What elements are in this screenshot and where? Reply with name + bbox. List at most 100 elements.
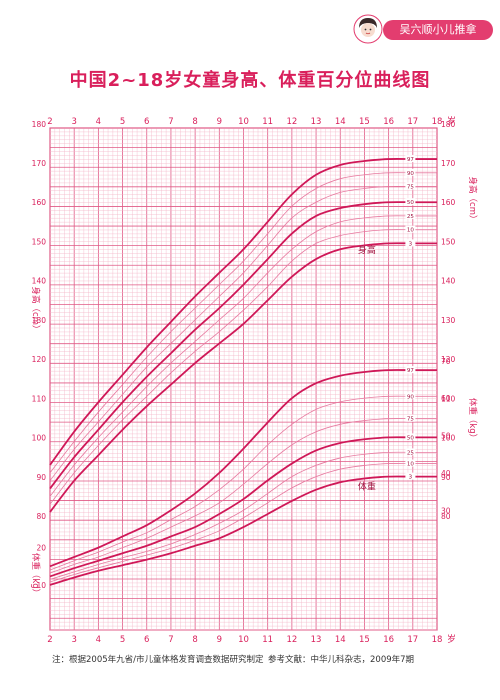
weight-curve-label: 体重 [358, 481, 376, 493]
height-label-bg [405, 239, 416, 247]
height-tick-label-left: 140 [32, 277, 47, 286]
height-curve-label: 身高 [358, 244, 376, 256]
x-tick-label-bottom: 17 [407, 635, 418, 645]
height-series-p75 [49, 185, 437, 481]
height-tick-label-right: 170 [441, 159, 456, 168]
x-tick-label-bottom: 15 [359, 635, 370, 645]
height-percentile-label-10: 10 [407, 228, 414, 234]
weight-label-bg [405, 414, 416, 422]
x-tick-label-bottom: 10 [238, 635, 249, 645]
x-tick-label-top: 14 [335, 117, 346, 127]
weight-tick-label-right: 50 [441, 432, 451, 441]
height-percentile-label-50: 50 [407, 200, 414, 206]
x-unit-bottom: 岁 [447, 633, 456, 645]
height-percentile-label-25: 25 [407, 214, 414, 220]
x-tick-label-bottom: 18 [432, 635, 443, 645]
height-series-p90 [49, 172, 437, 474]
height-percentile-label-90: 90 [407, 171, 414, 177]
height-series-p10 [49, 229, 437, 505]
height-tick-label-right: 160 [441, 198, 456, 207]
height-axis-label-left: 身高（cm） [30, 287, 41, 334]
height-tick-label-right: 100 [441, 434, 456, 443]
x-tick-label-top: 5 [120, 117, 125, 127]
height-tick-label-left: 170 [32, 159, 47, 168]
weight-series-p75 [49, 418, 437, 574]
height-tick-label-left: 150 [32, 237, 47, 246]
height-tick-label-left: 120 [32, 355, 47, 364]
height-tick-label-right: 90 [441, 473, 451, 482]
x-tick-label-bottom: 8 [192, 635, 197, 645]
height-tick-label-left: 110 [32, 394, 47, 403]
height-percentile-label-3: 3 [409, 241, 413, 247]
height-label-bg [405, 211, 416, 219]
weight-series-p90 [49, 395, 437, 571]
weight-label-bg [405, 433, 416, 441]
x-tick-label-top: 16 [383, 117, 394, 127]
height-tick-label-right: 80 [441, 512, 451, 521]
weight-series-p50 [49, 436, 437, 578]
x-tick-label-bottom: 5 [120, 635, 125, 645]
avatar-icon [353, 14, 383, 44]
x-tick-label-bottom: 12 [286, 635, 297, 645]
weight-tick-label-right: 30 [441, 506, 451, 515]
height-tick-label-right: 120 [441, 355, 456, 364]
x-tick-label-bottom: 7 [168, 635, 173, 645]
footer-note: 注：根据2005年九省/市儿童体格发育调查数据研究制定 [52, 655, 264, 665]
height-tick-label-right: 140 [441, 277, 456, 286]
height-curves [49, 155, 437, 513]
weight-axis-label-left: 体重（kg） [30, 553, 41, 597]
height-percentile-label-97: 97 [407, 157, 414, 163]
weight-percentile-label-10: 10 [407, 462, 414, 468]
height-tick-label-left: 90 [36, 473, 46, 482]
x-tick-label-bottom: 9 [217, 635, 222, 645]
weight-percentile-label-90: 90 [407, 394, 414, 400]
x-tick-label-top: 10 [238, 117, 249, 127]
footer-reference: 参考文献：中华儿科杂志，2009年7期 [268, 655, 415, 665]
height-percentile-label-75: 75 [407, 185, 414, 191]
height-tick-label-left: 160 [32, 198, 47, 207]
x-tick-label-bottom: 3 [71, 635, 76, 645]
x-tick-label-top: 12 [286, 117, 297, 127]
x-tick-label-bottom: 11 [262, 635, 273, 645]
height-tick-label-right: 110 [441, 394, 456, 403]
x-unit-top: 岁 [447, 115, 456, 127]
chart-grid [49, 127, 438, 631]
x-tick-label-top: 15 [359, 117, 370, 127]
height-tick-label-left: 130 [32, 316, 47, 325]
weight-series-p10 [49, 463, 437, 583]
brand-badge-text: 吴六顺小儿推拿 [383, 20, 493, 40]
height-series-p97 [49, 158, 437, 466]
weight-percentile-label-75: 75 [407, 417, 414, 423]
height-label-bg [405, 168, 416, 176]
weight-tick-label-left: 10 [36, 581, 46, 590]
x-tick-label-top: 8 [192, 117, 197, 127]
weight-tick-label-right: 60 [441, 394, 451, 403]
height-label-bg [405, 182, 416, 190]
x-tick-label-top: 7 [168, 117, 173, 127]
weight-percentile-label-50: 50 [407, 435, 414, 441]
x-tick-label-bottom: 16 [383, 635, 394, 645]
weight-axis-label-right: 体重（kg） [467, 398, 478, 442]
weight-percentile-label-3: 3 [409, 475, 413, 481]
weight-tick-label-left: 20 [36, 544, 46, 553]
x-tick-label-top: 3 [71, 117, 76, 127]
weight-label-bg [405, 459, 416, 467]
weight-label-bg [405, 392, 416, 400]
x-tick-label-bottom: 4 [96, 635, 101, 645]
chart-title: 中国2~18岁女童身高、体重百分位曲线图 [69, 70, 431, 91]
weight-series-p97 [49, 369, 437, 568]
weight-tick-label-right: 70 [441, 357, 451, 366]
height-series-p50 [49, 201, 437, 490]
height-axis-label-right: 身高（cm） [467, 177, 478, 224]
height-series-p3 [49, 242, 437, 513]
x-tick-label-top: 9 [217, 117, 222, 127]
weight-label-bg [405, 472, 416, 480]
weight-percentile-label-97: 97 [407, 368, 414, 374]
x-tick-label-top: 2 [47, 117, 52, 127]
weight-label-bg [405, 448, 416, 456]
height-tick-label-right: 150 [441, 237, 456, 246]
x-tick-label-top: 18 [432, 117, 443, 127]
weight-label-bg [405, 366, 416, 374]
height-label-bg [405, 198, 416, 206]
height-tick-label-right: 180 [441, 120, 456, 129]
